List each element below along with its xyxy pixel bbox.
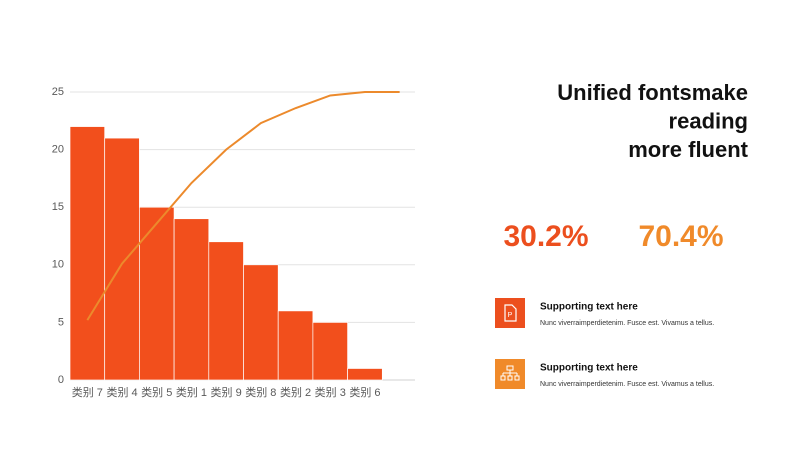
x-tick-label: 类别 6 xyxy=(349,385,380,399)
icon-org xyxy=(495,359,525,389)
heading: Unified fontsmake xyxy=(557,80,748,105)
heading: reading xyxy=(669,108,748,133)
icon-doc: P xyxy=(495,298,525,328)
bar xyxy=(208,241,244,381)
bar xyxy=(173,218,210,381)
stat: 70.4% xyxy=(638,220,723,253)
y-tick-label: 10 xyxy=(52,259,64,271)
y-tick-label: 5 xyxy=(58,316,64,328)
x-tick-label: 类别 5 xyxy=(141,385,172,399)
item-text: Nunc viverraimperdietenim. Fusce est. Vi… xyxy=(540,381,714,388)
x-tick-label: 类别 9 xyxy=(211,385,242,399)
y-tick-label: 0 xyxy=(58,374,64,386)
item-title: Supporting text here xyxy=(540,363,638,374)
item-title: Supporting text here xyxy=(540,302,638,313)
x-tick-label: 类别 8 xyxy=(245,385,276,399)
stat: 30.2% xyxy=(503,220,588,253)
bar xyxy=(139,206,175,381)
x-tick-label: 类别 4 xyxy=(106,385,137,399)
y-tick-label: 25 xyxy=(52,86,64,98)
bar xyxy=(69,126,106,381)
x-tick-label: 类别 2 xyxy=(280,385,311,399)
bar xyxy=(312,322,348,381)
pareto-line xyxy=(86,91,400,321)
x-tick-label: 类别 1 xyxy=(176,385,207,399)
bar xyxy=(104,137,140,381)
bar xyxy=(243,264,279,381)
x-tick-label: 类别 7 xyxy=(72,385,103,399)
y-tick-label: 15 xyxy=(52,201,64,213)
x-tick-label: 类别 3 xyxy=(315,385,346,399)
heading: more fluent xyxy=(628,137,748,162)
bar xyxy=(277,310,314,381)
y-tick-label: 20 xyxy=(52,144,64,156)
item-text: Nunc viverraimperdietenim. Fusce est. Vi… xyxy=(540,320,714,327)
svg-text:P: P xyxy=(508,312,513,319)
bar xyxy=(347,368,383,381)
